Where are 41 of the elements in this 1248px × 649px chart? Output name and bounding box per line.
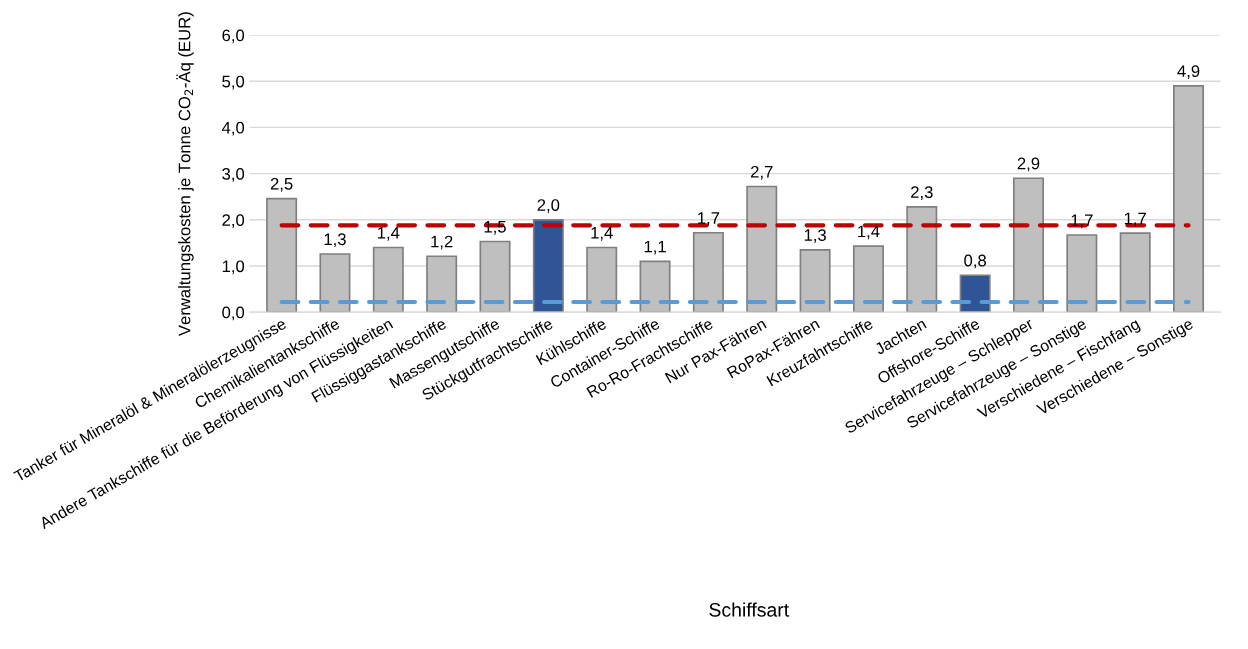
bar — [1173, 85, 1205, 313]
data-label: 1,1 — [644, 240, 666, 255]
y-tick-label: 6,0 — [222, 29, 245, 44]
data-label: 2,9 — [1017, 157, 1040, 172]
data-label: 1,2 — [431, 235, 453, 250]
data-label: 2,0 — [537, 199, 560, 213]
bar — [746, 185, 778, 313]
y-tick-label: 4,0 — [221, 121, 245, 136]
bar — [426, 255, 458, 313]
bar — [266, 197, 298, 313]
bar — [586, 246, 618, 313]
bar — [852, 245, 884, 313]
data-label: 1,4 — [377, 227, 400, 241]
data-label: 1,3 — [324, 233, 346, 248]
bar — [959, 274, 991, 313]
bar — [532, 218, 564, 313]
x-axis-title: Schiffsart — [709, 602, 790, 617]
bar — [1119, 232, 1151, 313]
y-tick-label: 1,0 — [222, 260, 245, 275]
bar — [479, 240, 511, 313]
data-label: 1,7 — [698, 212, 720, 226]
y-tick-label: 2,0 — [222, 214, 245, 228]
data-label: 0,8 — [964, 254, 986, 269]
bar — [692, 231, 724, 313]
data-label: 1,3 — [804, 229, 826, 243]
bar — [372, 246, 404, 313]
bar — [799, 248, 831, 313]
data-label: 1,4 — [591, 227, 613, 241]
bar — [1066, 234, 1098, 313]
bar — [639, 260, 671, 313]
data-label: 2,7 — [751, 165, 773, 180]
data-label: 2,5 — [270, 177, 293, 192]
data-label: 4,9 — [1177, 65, 1200, 79]
y-tick-label: 5,0 — [222, 75, 245, 90]
bar — [319, 253, 351, 313]
data-label: 2,3 — [911, 186, 933, 200]
bar — [1012, 177, 1044, 313]
bar — [906, 206, 938, 313]
data-label: 1,4 — [858, 225, 880, 240]
y-tick-label: 3,0 — [222, 168, 245, 182]
y-tick-label: 0,0 — [222, 306, 245, 321]
